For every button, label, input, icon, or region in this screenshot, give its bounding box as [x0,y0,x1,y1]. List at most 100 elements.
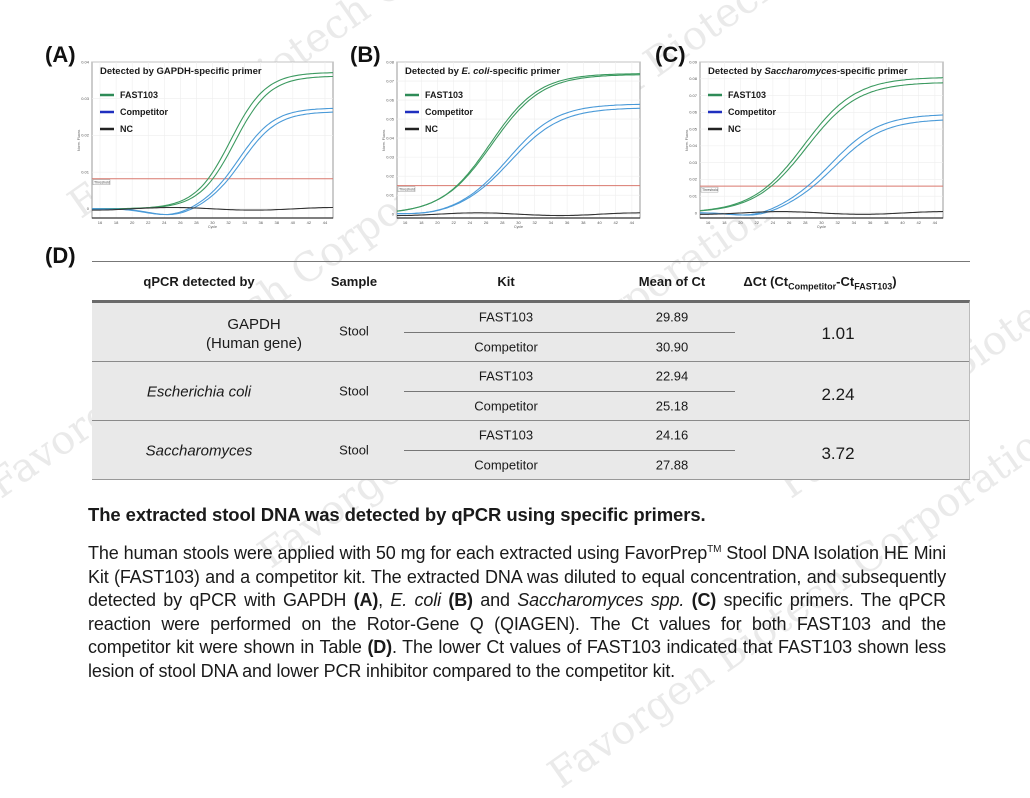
panel-label-a: (A) [45,42,76,67]
y-tick-label: 0.02 [386,173,395,178]
row-kit-fast103: FAST103 [478,427,534,443]
row-kit-competitor: Competitor [474,398,538,414]
row-target: GAPDH (Human gene) [206,316,302,352]
row-kit-fast103: FAST103 [478,309,534,325]
header-kit: Kit [497,274,515,289]
row-ct-fast103: 22.94 [655,368,689,384]
series-line-fast103 [699,77,944,212]
row-ct-competitor: 25.18 [655,398,689,414]
table-header: qPCR detected by Sample Kit Mean of Ct Δ… [92,262,970,300]
x-tick-label: 30 [210,220,215,225]
kit-divider [404,332,735,333]
x-tick-label: 16 [403,220,408,225]
kit-divider [404,450,735,451]
header-target: qPCR detected by [143,274,255,289]
x-tick-label: 38 [581,220,586,225]
row-target: Saccharomyces [145,442,253,460]
y-tick-label: 0.07 [386,78,395,83]
panel-label-b: (B) [350,42,381,67]
x-tick-label: 42 [916,220,921,225]
legend-label-nc: NC [728,124,741,134]
y-tick-label: 0.06 [386,97,395,102]
caption-title: The extracted stool DNA was detected by … [88,504,706,525]
series-line-fast103 [699,82,944,212]
header-sample: Sample [330,274,378,289]
x-tick-label: 40 [291,220,296,225]
kit-divider [404,391,735,392]
chart-svg: 16 18 20 22 24 26 28 30 32 34 36 38 40 42 44 Cycle 0 0.01… [382,59,641,229]
threshold-label-box [700,186,719,193]
legend-label-fast103: FAST103 [120,90,158,100]
row-ct-fast103: 29.89 [655,309,689,325]
caption-body: The human stools were applied with 50 mg… [88,543,946,681]
y-tick-label: 0.01 [81,169,90,174]
threshold-label-box [92,179,111,185]
x-tick-label: 36 [868,220,873,225]
row-kit-fast103: FAST103 [478,368,534,384]
y-tick-label: 0.02 [689,177,698,182]
legend-label-nc: NC [425,124,438,134]
x-tick-label: 20 [435,220,440,225]
y-axis-label: Norm. Fluoro. [382,129,386,151]
series-line-fast103 [396,74,641,212]
y-tick-label: 0.06 [689,110,698,115]
header-mean-ct: Mean of Ct [638,274,706,289]
series-line-competitor [92,111,334,216]
x-tick-label: 36 [565,220,570,225]
chart-c: 16 18 20 22 24 26 28 30 32 34 36 38 40 42 44 Cycle 0 0.01… [685,59,944,229]
x-tick-label: 16 [706,220,711,225]
legend-label-competitor: Competitor [120,107,168,117]
table-row: Saccharomyces Stool FAST103 24.16 Compet… [92,421,969,479]
y-tick-label: 0.08 [386,59,395,64]
table-row: GAPDH (Human gene) Stool FAST103 29.89 Co… [92,303,969,362]
x-tick-label: 26 [178,220,183,225]
row-ct-competitor: 30.90 [655,339,689,355]
x-tick-label: 26 [484,220,489,225]
chart-b: 16 18 20 22 24 26 28 30 32 34 36 38 40 42 44 Cycle 0 0.01… [382,59,641,229]
x-tick-label: 32 [835,220,840,225]
y-axis-label: Norm. Fluoro. [685,129,689,151]
y-tick-label: 0.01 [689,193,698,198]
x-axis-label: Cycle [514,225,523,229]
y-tick-label: 0.08 [689,76,698,81]
y-tick-label: 0.03 [386,154,395,159]
x-tick-label: 42 [613,220,618,225]
y-tick-label: 0.07 [689,93,698,98]
x-tick-label: 30 [819,220,824,225]
x-tick-label: 22 [451,220,456,225]
table-body: GAPDH (Human gene) Stool FAST103 29.89 Co… [92,300,970,480]
x-tick-label: 44 [933,220,938,225]
y-tick-label: 0 [392,211,395,216]
y-tick-label: 0 [87,206,90,211]
x-tick-label: 38 [884,220,889,225]
threshold-label: Threshold [94,181,110,185]
y-tick-label: 0.05 [689,126,698,131]
x-tick-label: 26 [787,220,792,225]
row-delta-ct: 2.24 [821,385,855,404]
row-sample: Stool [339,323,369,339]
panel-label-c: (C) [655,42,686,67]
series-line-nc [700,211,943,215]
y-tick-label: 0.03 [81,96,90,101]
x-tick-label: 32 [532,220,537,225]
row-kit-competitor: Competitor [474,339,538,355]
series-line-competitor [700,119,944,216]
x-tick-label: 30 [516,220,521,225]
x-tick-label: 42 [307,220,312,225]
x-tick-label: 38 [275,220,280,225]
ct-table: qPCR detected by Sample Kit Mean of Ct Δ… [92,261,970,480]
legend-label-fast103: FAST103 [728,90,766,100]
x-axis-label: Cycle [817,225,826,229]
y-tick-label: 0.05 [386,116,395,121]
x-tick-label: 20 [738,220,743,225]
x-tick-label: 24 [162,220,167,225]
x-tick-label: 32 [226,220,231,225]
y-tick-label: 0.04 [81,59,90,64]
x-tick-label: 28 [500,220,505,225]
legend-label-competitor: Competitor [728,107,776,117]
x-tick-label: 40 [900,220,905,225]
x-axis-label: Cycle [208,225,217,229]
row-ct-competitor: 27.88 [655,457,689,473]
x-tick-label: 34 [242,220,247,225]
row-ct-fast103: 24.16 [655,427,689,443]
